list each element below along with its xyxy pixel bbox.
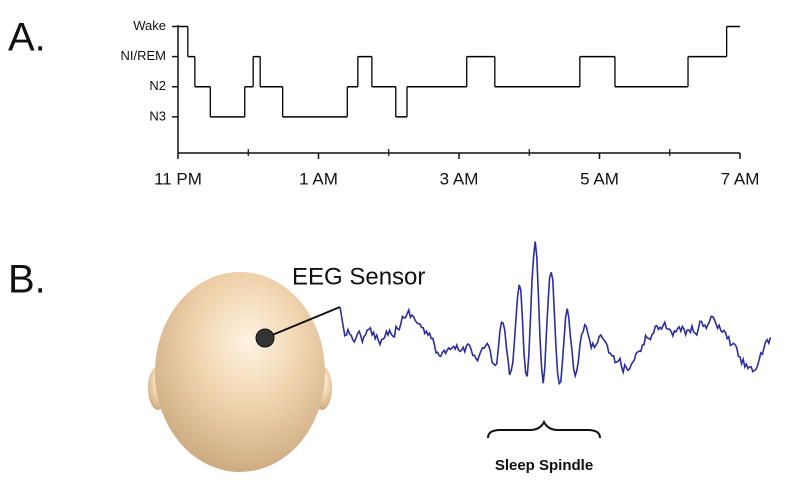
sensor-label: EEG Sensor — [292, 263, 425, 290]
y-tick-label: Wake — [133, 18, 166, 33]
x-tick-label: 11 PM — [154, 169, 202, 188]
head — [148, 272, 341, 472]
y-tick-label: NI/REM — [121, 48, 167, 63]
panel-label: A. — [8, 16, 46, 60]
x-tick-label: 1 AM — [299, 169, 338, 188]
sensor-lead — [264, 306, 341, 339]
brace — [487, 419, 601, 439]
x-tick-label: 7 AM — [721, 169, 760, 188]
eeg-wave — [339, 241, 772, 386]
spindle-label: Sleep Spindle — [495, 457, 593, 474]
y-tick-label: N2 — [149, 78, 166, 93]
x-tick-label: 5 AM — [580, 169, 619, 188]
x-tick-label: 3 AM — [440, 169, 479, 188]
hypnogram: Wake NI/REM N2 N3 11 PM 1 AM 3 AM 5 AM 7 AM — [121, 18, 760, 189]
sensor — [255, 328, 275, 348]
head-shape — [155, 272, 325, 472]
y-tick-label: N3 — [149, 108, 166, 123]
panel-label: B. — [8, 258, 46, 302]
